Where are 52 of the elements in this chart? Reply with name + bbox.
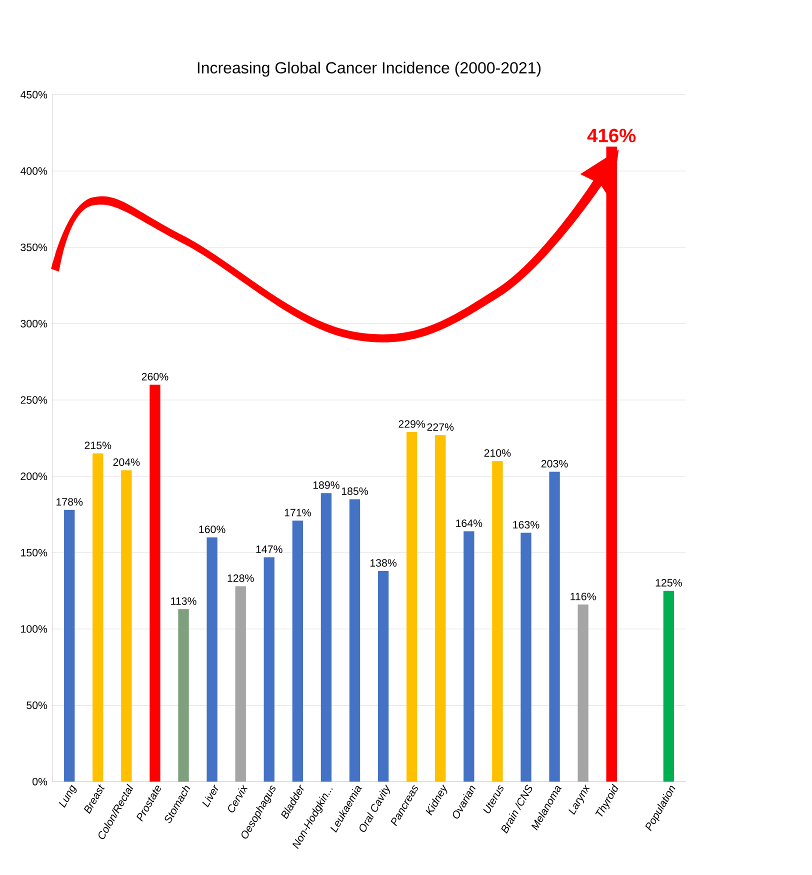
bar bbox=[92, 453, 104, 782]
bar bbox=[549, 472, 560, 782]
data-label: 138% bbox=[370, 559, 396, 567]
bar bbox=[378, 570, 388, 782]
y-tick-label: 450% bbox=[20, 90, 47, 98]
data-label: 160% bbox=[199, 526, 226, 534]
data-label: 171% bbox=[284, 508, 311, 516]
chart-title: Increasing Global Cancer Incidence (2000-2021) bbox=[198, 62, 540, 77]
bar bbox=[150, 384, 160, 782]
y-tick-label: 300% bbox=[20, 320, 47, 328]
bar bbox=[663, 590, 674, 782]
y-tick-label: 400% bbox=[20, 167, 47, 175]
bar bbox=[434, 435, 446, 782]
data-label: 116% bbox=[570, 592, 596, 600]
y-tick-label: 200% bbox=[20, 472, 47, 480]
bar bbox=[492, 461, 503, 782]
bar bbox=[178, 609, 189, 782]
data-label: 203% bbox=[541, 460, 568, 468]
bar bbox=[264, 557, 274, 782]
y-tick-label: 150% bbox=[20, 548, 47, 556]
bar bbox=[64, 510, 75, 782]
data-label: 215% bbox=[84, 442, 112, 450]
data-label: 164% bbox=[456, 519, 482, 528]
y-tick-label: 350% bbox=[20, 244, 47, 252]
y-tick-label: 100% bbox=[20, 625, 47, 633]
data-label: 210% bbox=[484, 449, 511, 457]
y-tick-label: 50% bbox=[26, 702, 47, 710]
bar bbox=[349, 499, 360, 782]
bar bbox=[292, 520, 303, 782]
bar bbox=[120, 470, 132, 782]
bar bbox=[520, 532, 532, 782]
data-label: 185% bbox=[342, 487, 368, 495]
data-label: 163% bbox=[513, 520, 540, 529]
data-label: 260% bbox=[142, 372, 168, 380]
bar bbox=[463, 531, 474, 782]
data-label: 125% bbox=[656, 578, 682, 587]
bar bbox=[206, 537, 218, 782]
bar bbox=[320, 493, 332, 782]
data-label: 416% bbox=[587, 128, 636, 142]
bar bbox=[578, 604, 588, 782]
data-label: 189% bbox=[313, 481, 340, 489]
data-label: 227% bbox=[427, 423, 454, 431]
data-label: 128% bbox=[228, 574, 254, 582]
bar bbox=[235, 586, 246, 782]
bar bbox=[406, 432, 418, 782]
data-label: 229% bbox=[398, 420, 425, 428]
y-tick-label: 250% bbox=[20, 396, 47, 404]
data-label: 113% bbox=[170, 597, 196, 605]
data-label: 204% bbox=[113, 458, 140, 466]
data-label: 147% bbox=[256, 545, 282, 553]
y-tick-label: 0% bbox=[32, 778, 47, 786]
data-label: 178% bbox=[56, 498, 82, 506]
